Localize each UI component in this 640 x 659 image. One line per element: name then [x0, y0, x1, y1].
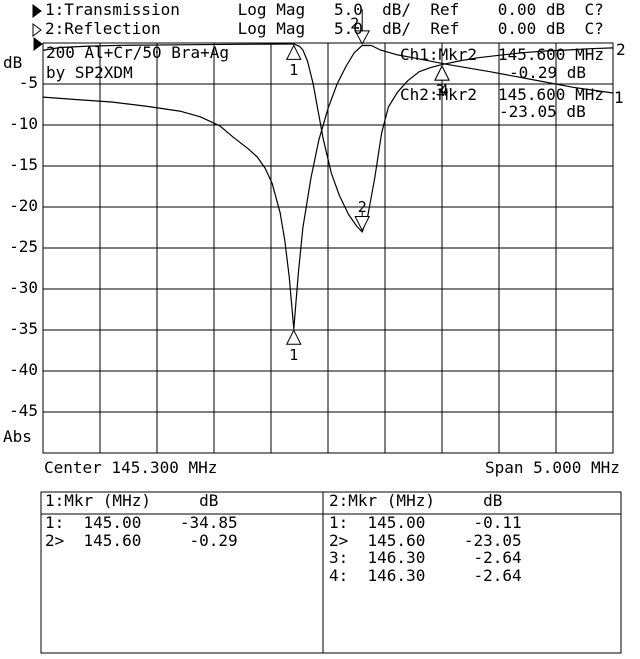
- trace-annotation-line-2: by SP2XDM: [46, 63, 133, 82]
- y-tick-label: -30: [9, 278, 38, 297]
- marker-ch2-4-triangle-icon: [434, 65, 450, 81]
- marker-ch2-2-label: 2: [358, 198, 367, 216]
- trace-2-edge-label: 2: [616, 40, 626, 59]
- span-frequency-label: Span 5.000 MHz: [485, 458, 620, 477]
- ch2-marker-readout-value: -23.05 dB: [499, 102, 586, 121]
- channel-1-active-arrow-icon: [32, 4, 42, 18]
- marker-table-1-row: 2> 145.60 -0.29: [45, 531, 238, 550]
- marker-table-2-row: 2> 145.60 -23.05: [329, 531, 522, 550]
- y-axis-abs-label: Abs: [3, 427, 32, 446]
- marker-ch2-2-triangle-icon: [354, 216, 371, 232]
- marker-table-1-row: 1: 145.00 -34.85: [45, 513, 238, 532]
- ch2-marker-readout-label: Ch2:Mkr2: [400, 85, 478, 104]
- channel-2-arrow-icon: [32, 23, 42, 37]
- center-frequency-label: Center 145.300 MHz: [44, 458, 218, 477]
- ch1-marker-readout-freq: 145.600 MHz: [498, 45, 604, 64]
- y-tick-label: -40: [9, 360, 38, 379]
- y-tick-label: -35: [9, 319, 38, 338]
- marker-table-2-row: 1: 145.00 -0.11: [329, 513, 522, 532]
- y-tick-label: -5: [18, 73, 38, 92]
- y-tick-label: -15: [9, 155, 38, 174]
- marker-ch2-1-triangle-icon: [285, 44, 302, 60]
- ch1-marker-readout-value: -0.29 dB: [509, 63, 587, 82]
- marker-table-2-row: 4: 146.30 -2.64: [329, 566, 522, 585]
- trace-1-edge-label: 1: [614, 88, 624, 107]
- ch1-marker-readout-label: Ch1:Mkr2: [400, 45, 478, 64]
- y-axis-unit-label: dB: [3, 53, 23, 72]
- marker-table-1-header: 1:Mkr (MHz) dB: [45, 491, 219, 510]
- trace-annotation-line-1: 200 Al+Cr/50 Bra+Ag: [46, 43, 230, 62]
- y-tick-label: -20: [9, 196, 38, 215]
- y-tick-label: -45: [9, 401, 38, 420]
- channel-2-title: 2:Reflection Log Mag 5.0 dB/ Ref 0.00 dB…: [45, 19, 604, 38]
- marker-table-2-header: 2:Mkr (MHz) dB: [329, 491, 503, 510]
- marker-ch2-1-label: 1: [289, 61, 298, 79]
- marker-ch1-1-triangle-icon: [285, 329, 302, 345]
- channel-1-title: 1:Transmission Log Mag 5.0 dB/ Ref 0.00 …: [45, 0, 604, 19]
- marker-ch1-1-label: 1: [289, 346, 298, 364]
- marker-ch2-3-triangle-icon: [434, 65, 450, 81]
- marker-table-2-row: 3: 146.30 -2.64: [329, 548, 522, 567]
- ch2-marker-readout-freq: 145.600 MHz: [498, 85, 604, 104]
- reference-level-arrow-icon: [33, 37, 43, 51]
- y-tick-label: -25: [9, 237, 38, 256]
- y-tick-label: -10: [9, 114, 38, 133]
